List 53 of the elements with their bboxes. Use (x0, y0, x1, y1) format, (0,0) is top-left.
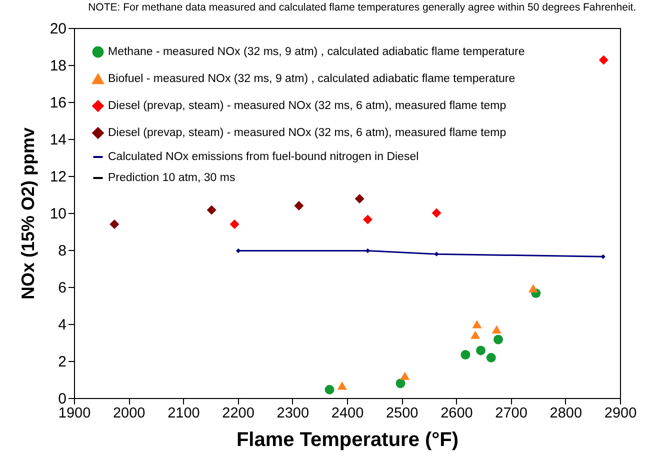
point (460, 350, 470, 360)
y-tick-label: 0 (58, 390, 66, 408)
x-tick-label: 2200 (222, 406, 254, 422)
point (206, 205, 216, 215)
x-axis-title: Flame Temperature (°F) (236, 429, 459, 451)
x-tick-label: 2100 (168, 406, 200, 422)
x-tick-label: 2800 (550, 406, 582, 422)
point (528, 284, 538, 292)
y-tick-label: 18 (50, 58, 66, 74)
point (400, 372, 410, 380)
y-tick-label: 2 (58, 354, 66, 370)
x-tick-label: 1900 (58, 406, 91, 422)
x-tick-label: 2400 (331, 406, 364, 422)
point (434, 252, 439, 256)
point (363, 214, 372, 224)
x-tick-label: 2500 (386, 406, 418, 422)
point (396, 378, 406, 388)
y-tick-label: 16 (50, 94, 66, 112)
y-axis-title: NOx (15% O2) ppmv (18, 127, 38, 300)
point (470, 330, 480, 339)
y-tick-label: 10 (50, 206, 66, 222)
y-tick-label: 14 (50, 132, 66, 148)
point (494, 334, 503, 344)
legend-label: Calculated NOx emissions from fuel-bound nitrogen in Diesel (108, 151, 419, 163)
point (324, 384, 334, 394)
x-tick-label: 2300 (276, 406, 310, 422)
point (230, 220, 240, 230)
point (110, 220, 120, 230)
y-tick-label: 4 (58, 316, 66, 334)
point (476, 346, 486, 356)
y-tick-label: 8 (58, 242, 66, 260)
text: NOTE: For methane data measured and calculated flame temperatures generally agree within 50 degrees Fahrenheit. (88, 2, 636, 14)
legend-label: Diesel (prevap, steam) - measured NOx (32 ms, 6 atm), measured flame temp (108, 100, 506, 112)
x-tick-label: 2600 (440, 406, 473, 422)
x-tick-label: 2900 (604, 406, 637, 422)
point (598, 55, 608, 65)
legend-label: Biofuel - measured NOx (32 ms, 9 atm) , calculated adiabatic flame temperature (108, 73, 516, 85)
legend-label: Methane - measured NOx (32 ms, 9 atm) , calculated adiabatic flame temperature (108, 46, 525, 58)
point (337, 381, 347, 390)
y-tick-label: 12 (50, 168, 66, 186)
point (432, 208, 442, 218)
y-tick-label: 6 (58, 280, 66, 296)
point (294, 201, 304, 211)
point (354, 194, 364, 204)
point (600, 254, 606, 260)
point (492, 325, 502, 334)
y-tick-label: 20 (50, 20, 66, 38)
point (486, 352, 496, 362)
point (472, 320, 482, 328)
x-tick-label: 2000 (112, 406, 146, 422)
x-tick-label: 2700 (495, 406, 528, 422)
legend-label: Diesel (prevap, steam) - measured NOx (32 ms, 6 atm), measured flame temp (108, 127, 506, 139)
legend-label: Prediction 10 atm, 30 ms (108, 172, 236, 184)
